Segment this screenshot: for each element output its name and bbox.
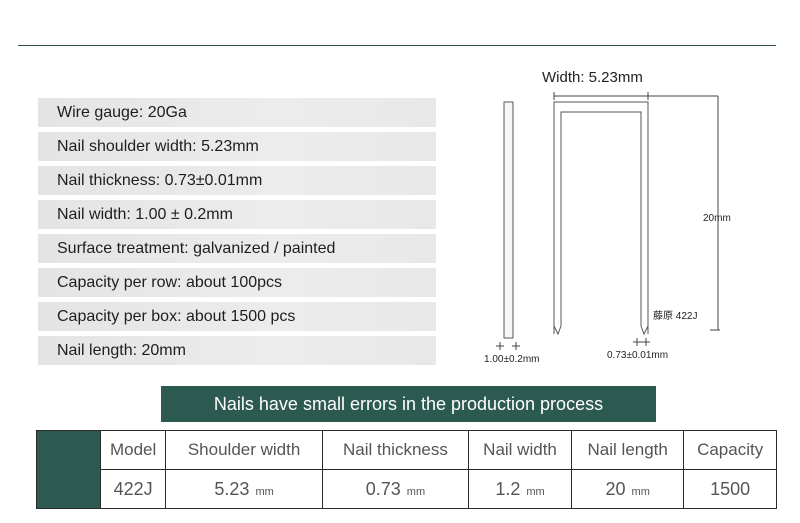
production-error-banner: Nails have small errors in the productio…	[161, 386, 656, 422]
staple-left-tip	[553, 325, 562, 336]
table-header-row: Model Shoulder width Nail thickness Nail…	[36, 430, 777, 509]
nail-width-label: 1.00±0.2mm	[484, 354, 540, 365]
staple-side-view	[503, 101, 514, 339]
value-nail-length: 20 mm	[571, 469, 685, 509]
header-nail-width: Nail width	[467, 430, 573, 470]
spec-surface-treatment: Surface treatment: galvanized / painted	[38, 234, 436, 263]
value-nail-width: 1.2 mm	[467, 469, 573, 509]
top-divider	[18, 45, 776, 46]
spec-wire-gauge: Wire gauge: 20Ga	[38, 98, 436, 127]
staple-inner-outline	[560, 111, 642, 326]
table-color-swatch	[36, 430, 101, 509]
width-label: Width: 5.23mm	[542, 69, 643, 86]
staple-diagram: Width: 5.23mm 20mm 藤原 422J 1.00±0.2mm 0.…	[470, 62, 790, 372]
model-label: 藤原 422J	[653, 311, 698, 322]
spec-shoulder-width: Nail shoulder width: 5.23mm	[38, 132, 436, 161]
staple-drawing	[496, 92, 720, 350]
header-shoulder-width: Shoulder width	[165, 430, 323, 470]
spec-nail-thickness: Nail thickness: 0.73±0.01mm	[38, 166, 436, 195]
spec-capacity-box: Capacity per box: about 1500 pcs	[38, 302, 436, 331]
value-model: 422J	[99, 469, 167, 509]
header-capacity: Capacity	[683, 430, 777, 470]
header-nail-thickness: Nail thickness	[321, 430, 469, 470]
length-label: 20mm	[703, 213, 731, 224]
value-capacity: 1500	[683, 469, 777, 509]
spec-table: Model Shoulder width Nail thickness Nail…	[36, 430, 777, 509]
header-model: Model	[99, 430, 167, 470]
staple-outer-outline	[553, 101, 649, 334]
header-nail-length: Nail length	[571, 430, 685, 470]
spec-list: Wire gauge: 20Ga Nail shoulder width: 5.…	[38, 98, 436, 370]
thickness-label: 0.73±0.01mm	[607, 350, 669, 361]
table-value-row: 422J 5.23 mm 0.73 mm 1.2 mm 20 mm 1500	[37, 469, 777, 509]
staple-right-tip	[640, 325, 649, 336]
spec-capacity-row: Capacity per row: about 100pcs	[38, 268, 436, 297]
value-shoulder-width: 5.23 mm	[165, 469, 323, 509]
spec-nail-width: Nail width: 1.00 ± 0.2mm	[38, 200, 436, 229]
spec-nail-length: Nail length: 20mm	[38, 336, 436, 365]
value-nail-thickness: 0.73 mm	[321, 469, 469, 509]
